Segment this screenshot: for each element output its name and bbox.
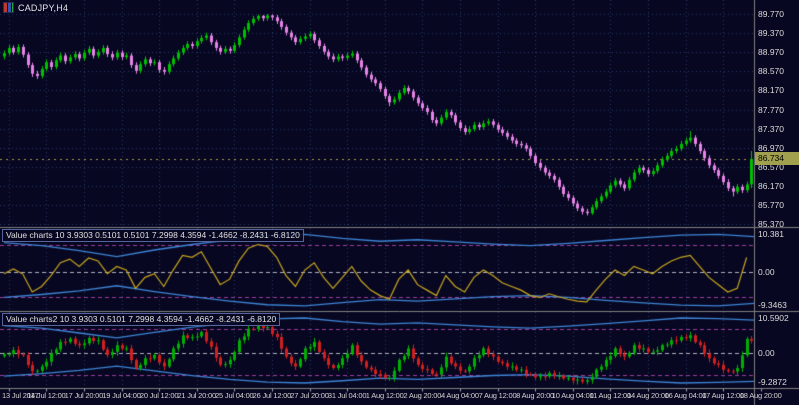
- symbol-label: CADJPY,H4: [18, 2, 69, 13]
- indicator2-scale-zero: 0.00: [758, 348, 775, 358]
- time-tick-label: 7 Aug 12:00: [478, 391, 517, 400]
- time-tick-label: 27 Jul 20:00: [290, 391, 329, 400]
- price-tick-label: 85.770: [758, 200, 784, 210]
- price-tick-label: 86.970: [758, 142, 784, 153]
- time-tick-label: 14 Jul 12:00: [27, 391, 66, 400]
- time-axis[interactable]: 13 Jul 2017 14 Jul 12:00 17 Jul 20:00 19 Ju…: [0, 389, 799, 405]
- time-tick-label: 4 Aug 04:00: [440, 391, 479, 400]
- price-tick-label: 85.370: [758, 219, 784, 230]
- time-tick-label: 11 Aug 12:00: [589, 391, 631, 400]
- indicator1-scale-min: -9.3463: [758, 300, 787, 310]
- current-price-box: 86.734: [755, 152, 799, 165]
- time-tick-label: 1 Aug 12:00: [365, 391, 404, 400]
- time-tick-label: 18 Aug 20:00: [739, 391, 782, 400]
- indicator1-scale-zero: 0.00: [758, 267, 775, 277]
- time-tick-label: 10 Aug 04:00: [551, 391, 594, 400]
- time-tick-label: 25 Jul 04:00: [215, 391, 254, 400]
- price-tick-label: 88.170: [758, 85, 784, 96]
- time-tick-label: 26 Jul 12:00: [252, 391, 292, 400]
- time-tick-label: 21 Jul 20:00: [177, 391, 216, 400]
- time-tick-label: 20 Jul 12:00: [139, 391, 179, 400]
- time-tick-label: 16 Aug 04:00: [664, 391, 707, 400]
- price-tick-label: 89.370: [758, 28, 784, 39]
- price-axis[interactable]: 86.734 10.381 0.00 -9.3463 10.5902 0.00 …: [755, 0, 799, 388]
- price-tick-label: 86.170: [758, 180, 784, 191]
- price-tick-label: 87.770: [758, 104, 784, 115]
- time-tick-label: 13 Jul 2017: [2, 391, 39, 400]
- indicator1-scale-max: 10.381: [758, 229, 784, 239]
- time-tick-label: 8 Aug 20:00: [516, 391, 555, 400]
- time-tick-label: 2 Aug 20:00: [403, 391, 442, 400]
- time-tick-label: 17 Aug 12:00: [702, 391, 744, 400]
- price-tick-label: 89.770: [758, 9, 784, 19]
- indicator2-label[interactable]: Value charts2 10 3.9303 0.5101 7.2998 4.…: [2, 313, 281, 326]
- price-tick-label: 87.370: [758, 123, 784, 134]
- time-tick-label: 17 Jul 20:00: [64, 391, 104, 400]
- indicator1-label[interactable]: Value charts 10 3.9303 0.5101 0.5101 7.2…: [2, 229, 304, 242]
- time-tick-label: 31 Jul 04:00: [327, 391, 367, 400]
- price-tick-label: 88.970: [758, 47, 784, 58]
- time-tick-label: 14 Aug 20:00: [626, 391, 669, 400]
- indicator2-scale-min: -9.2872: [758, 377, 787, 387]
- price-tick-label: 88.570: [758, 66, 784, 77]
- chart-icon[interactable]: [3, 2, 14, 13]
- time-tick-label: 19 Jul 04:00: [102, 391, 141, 400]
- price-tick-label: 86.570: [758, 161, 784, 172]
- indicator2-scale-max: 10.5902: [758, 313, 789, 323]
- symbol-row: CADJPY,H4: [3, 2, 68, 13]
